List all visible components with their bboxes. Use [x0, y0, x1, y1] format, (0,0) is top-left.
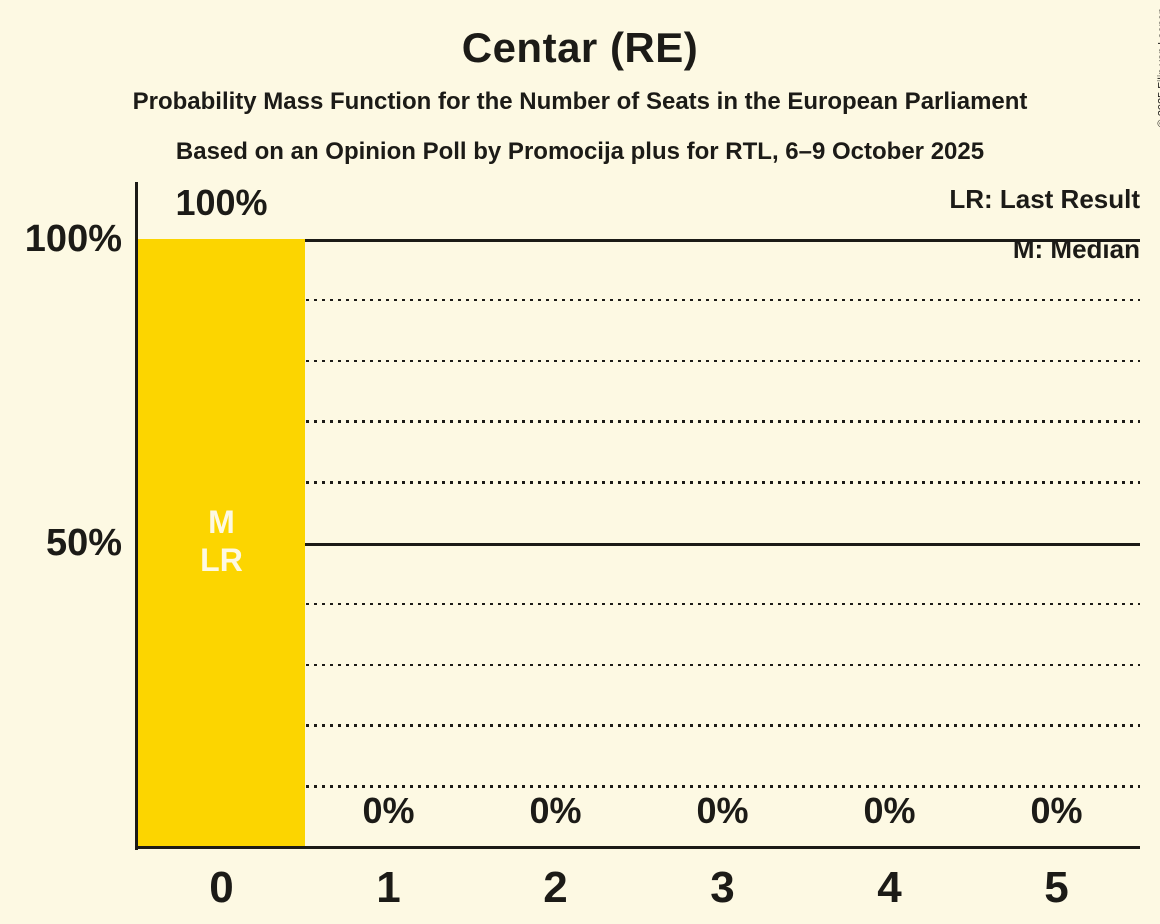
y-tick-100: 100% [24, 218, 122, 260]
gridline-solid-50 [138, 543, 1140, 546]
bar-annotation: M LR [138, 503, 305, 579]
x-tick-1: 1 [376, 863, 401, 912]
gridline-dotted-20 [138, 724, 1140, 727]
bar-annotation-line: M [208, 504, 235, 540]
legend-median: M: Median [1012, 234, 1140, 264]
gridline-solid-100 [138, 239, 1140, 242]
gridline-dotted-10 [138, 785, 1140, 788]
value-label-4: 0% [863, 790, 916, 831]
gridline-dotted-40 [138, 602, 1140, 606]
bar-annotation-line: LR [200, 542, 243, 578]
x-axis-line [135, 846, 1140, 849]
bar-seats-0 [138, 239, 305, 847]
poll-details: Based on an Opinion Poll by Promocija pl… [175, 138, 985, 165]
value-label-2: 0% [529, 790, 582, 831]
x-tick-4: 4 [877, 863, 902, 912]
x-tick-0: 0 [209, 863, 234, 912]
y-axis-line [135, 182, 138, 850]
gridline-dotted-30 [138, 663, 1140, 667]
legend-last-result: LR: Last Result [949, 184, 1140, 214]
gridline-dotted-70 [138, 420, 1140, 423]
chart-subtitle: Probability Mass Function for the Number… [132, 88, 1028, 115]
value-label-3: 0% [696, 790, 749, 831]
x-tick-2: 2 [543, 863, 568, 912]
gridline-dotted-80 [138, 359, 1140, 363]
gridline-dotted-90 [138, 298, 1140, 302]
value-label-1: 0% [362, 790, 415, 831]
value-label-0: 100% [175, 182, 268, 223]
chart-title: Centar (RE) [461, 24, 699, 71]
x-tick-3: 3 [710, 863, 735, 912]
y-tick-50: 50% [45, 522, 122, 564]
gridline-dotted-60 [138, 481, 1140, 484]
x-tick-5: 5 [1044, 863, 1069, 912]
value-label-5: 0% [1030, 790, 1083, 831]
